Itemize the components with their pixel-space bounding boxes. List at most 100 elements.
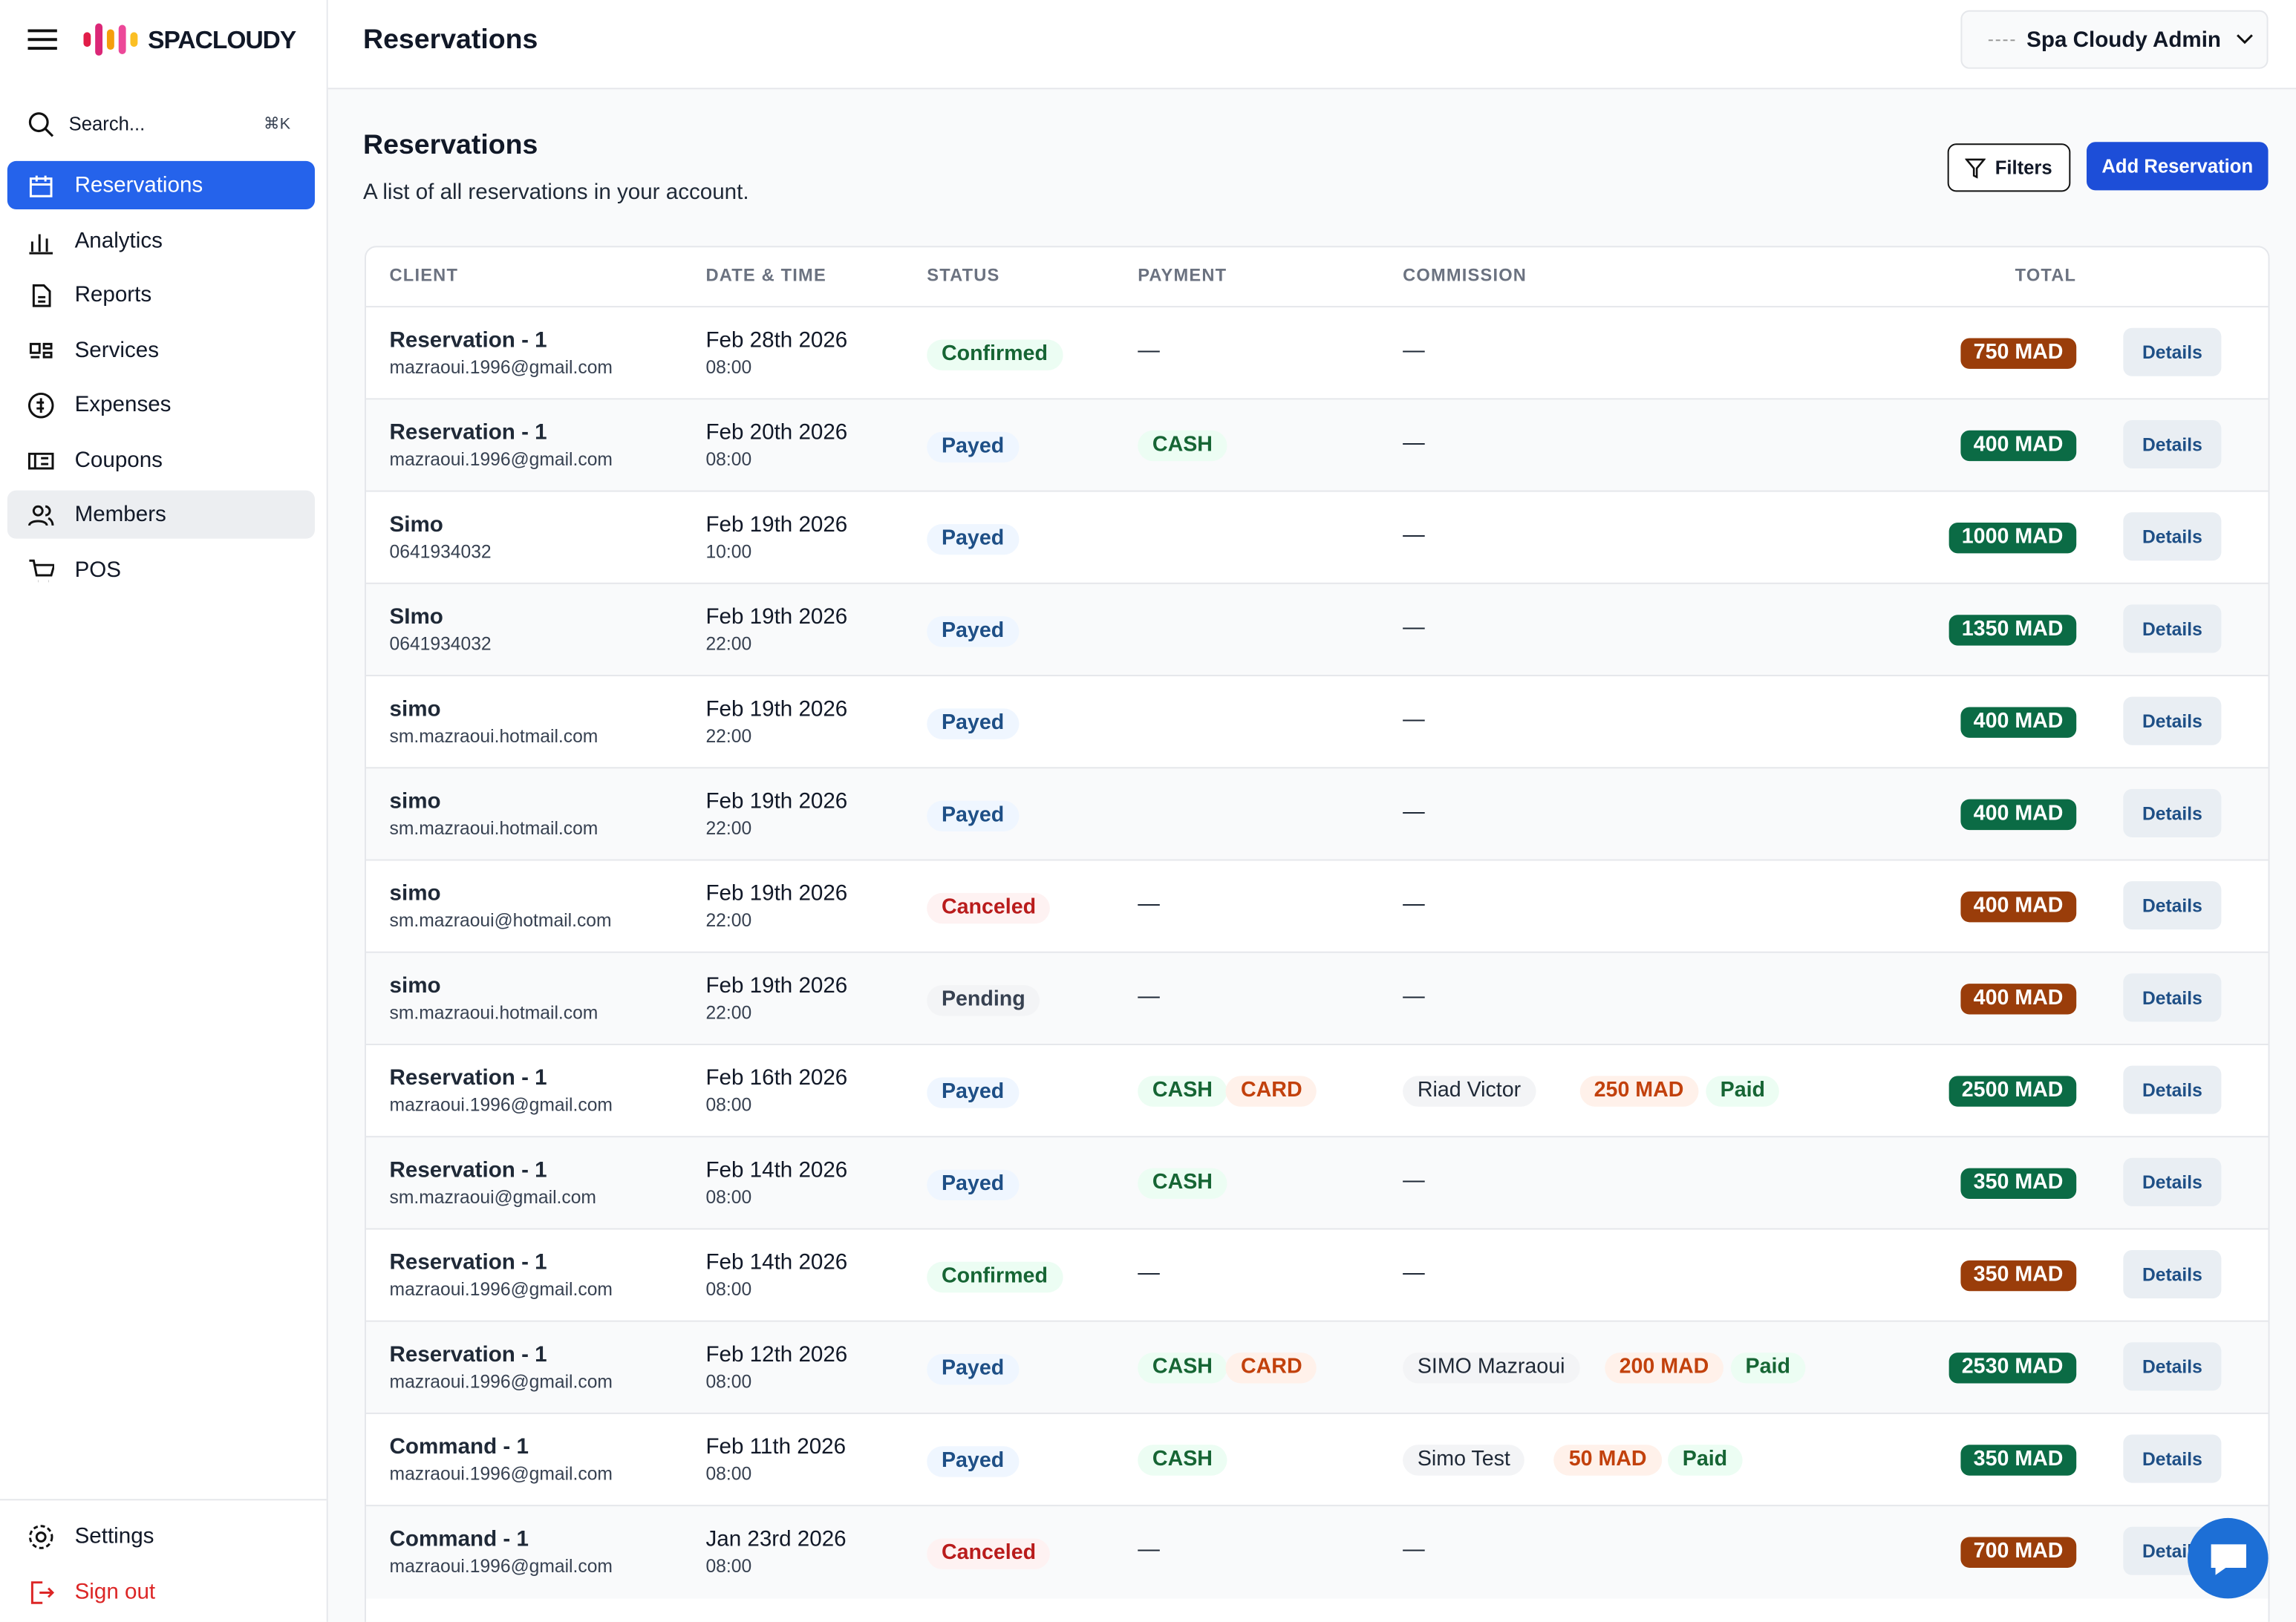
commission-empty: — <box>1403 430 1425 456</box>
details-button[interactable]: Details <box>2123 512 2222 561</box>
client-contact: mazraoui.1996@gmail.com <box>389 357 613 378</box>
date: Feb 16th 2026 <box>705 1065 848 1091</box>
nav-item[interactable]: Services <box>7 327 315 375</box>
total-badge: 750 MAD <box>1960 338 2077 369</box>
nav-signout[interactable]: Sign out <box>7 1568 315 1616</box>
menu-icon[interactable] <box>27 27 57 51</box>
details-button[interactable]: Details <box>2123 696 2222 745</box>
client-name: Reservation - 1 <box>389 419 547 445</box>
column-header: PAYMENT <box>1138 264 1227 286</box>
client-name: Reservation - 1 <box>389 1065 547 1091</box>
time: 22:00 <box>705 633 752 655</box>
nav-icon <box>27 451 54 469</box>
add-button[interactable]: Add Reservation <box>2087 142 2269 191</box>
reservations-table: CLIENT DATE & TIME STATUS PAYMENT COMMISSION… <box>365 246 2270 1622</box>
client-name: simo <box>389 973 441 998</box>
nav-item[interactable]: Members <box>7 490 315 539</box>
details-button[interactable]: Details <box>2123 788 2222 837</box>
payment-empty: — <box>1138 338 1160 364</box>
sidebar: SPACLOUDY Search... ⌘K Settings Sign out… <box>0 0 328 1622</box>
payment-badge: CASH <box>1138 1353 1227 1384</box>
date: Feb 19th 2026 <box>705 696 848 722</box>
table-row: Command - 1 mazraoui.1996@gmail.com Jan 23… <box>365 1505 2269 1599</box>
column-header: STATUS <box>927 264 1000 286</box>
details-button[interactable]: Details <box>2123 1342 2222 1391</box>
date: Feb 20th 2026 <box>705 419 848 445</box>
header-title: Reservations <box>363 24 538 56</box>
commission-empty: — <box>1403 984 1425 1009</box>
details-button[interactable]: Details <box>2123 1434 2222 1483</box>
details-button[interactable]: Details <box>2123 419 2222 469</box>
nav-icon <box>29 341 53 358</box>
commission-empty: — <box>1403 799 1425 825</box>
nav-icon <box>29 233 53 254</box>
nav-icon <box>29 174 53 197</box>
nav-icon <box>32 284 51 307</box>
client-contact: mazraoui.1996@gmail.com <box>389 1095 613 1116</box>
details-button[interactable]: Details <box>2123 1250 2222 1299</box>
nav-label: Services <box>74 338 160 364</box>
shortcut: ⌘K <box>263 115 291 134</box>
filters-button[interactable]: Filters <box>1947 143 2071 192</box>
nav-item[interactable]: Coupons <box>7 436 315 485</box>
table-row: simo sm.mazraoui.hotmail.com Feb 19th 2026… <box>365 767 2269 861</box>
payment-empty: — <box>1138 1537 1160 1563</box>
payment-empty: — <box>1138 891 1160 917</box>
details-button[interactable]: Details <box>2123 1157 2222 1206</box>
chat-icon <box>2210 1543 2246 1574</box>
details-button[interactable]: Details <box>2123 327 2222 376</box>
status-badge: Confirmed <box>927 1261 1063 1293</box>
total-badge: 700 MAD <box>1960 1537 2077 1568</box>
nav-item[interactable]: Reports <box>7 271 315 319</box>
nav-item[interactable]: Expenses <box>7 381 315 429</box>
nav-icon <box>28 391 54 418</box>
user-menu[interactable]: Spa Cloudy Admin <box>1960 10 2269 69</box>
details-button[interactable]: Details <box>2123 881 2222 930</box>
client-name: simo <box>389 788 441 814</box>
nav-item[interactable]: Reservations <box>7 160 315 209</box>
nav-settings[interactable]: Settings <box>7 1512 315 1560</box>
client-contact: mazraoui.1996@gmail.com <box>389 1279 613 1301</box>
time: 08:00 <box>705 1556 752 1577</box>
search-input[interactable]: Search... <box>68 112 146 135</box>
payment-badge: CASH <box>1138 430 1227 462</box>
time: 08:00 <box>705 1279 752 1301</box>
client-name: Command - 1 <box>389 1434 529 1460</box>
total-badge: 400 MAD <box>1960 984 2077 1015</box>
status-badge: Canceled <box>927 892 1051 924</box>
table-row: simo sm.mazraoui.hotmail.com Feb 19th 2026… <box>365 675 2269 769</box>
total-badge: 400 MAD <box>1960 891 2077 923</box>
total-badge: 350 MAD <box>1960 1260 2077 1292</box>
column-header: TOTAL <box>2015 264 2077 286</box>
chat-button[interactable] <box>2188 1517 2269 1599</box>
date: Feb 11th 2026 <box>705 1434 847 1460</box>
details-button[interactable]: Details <box>2123 1065 2222 1114</box>
details-button[interactable]: Details <box>2123 604 2222 653</box>
commission-badge: 200 MAD <box>1604 1353 1724 1384</box>
time: 22:00 <box>705 910 752 932</box>
nav-label: Analytics <box>74 228 163 254</box>
details-button[interactable]: Details <box>2123 973 2222 1022</box>
date: Feb 19th 2026 <box>705 973 848 998</box>
status-badge: Payed <box>927 1446 1019 1477</box>
date: Feb 19th 2026 <box>705 604 848 629</box>
nav-item[interactable]: POS <box>7 546 315 595</box>
status-badge: Payed <box>927 431 1019 463</box>
status-badge: Pending <box>927 985 1040 1016</box>
status-badge: Canceled <box>927 1538 1051 1569</box>
time: 08:00 <box>705 1463 752 1485</box>
client-contact: mazraoui.1996@gmail.com <box>389 1371 613 1393</box>
client-contact: sm.mazraoui@hotmail.com <box>389 910 612 932</box>
table-row: Reservation - 1 mazraoui.1996@gmail.com Fe… <box>365 398 2269 492</box>
client-name: Reservation - 1 <box>389 1342 547 1367</box>
status-badge: Payed <box>927 1354 1019 1385</box>
nav-item[interactable]: Analytics <box>7 217 315 265</box>
payment-badge: CARD <box>1226 1076 1317 1107</box>
client-contact: sm.mazraoui.hotmail.com <box>389 818 599 839</box>
nav-label: Expenses <box>74 392 172 418</box>
total-badge: 350 MAD <box>1960 1168 2077 1200</box>
commission-badge: 250 MAD <box>1579 1076 1699 1107</box>
time: 08:00 <box>705 1371 752 1393</box>
